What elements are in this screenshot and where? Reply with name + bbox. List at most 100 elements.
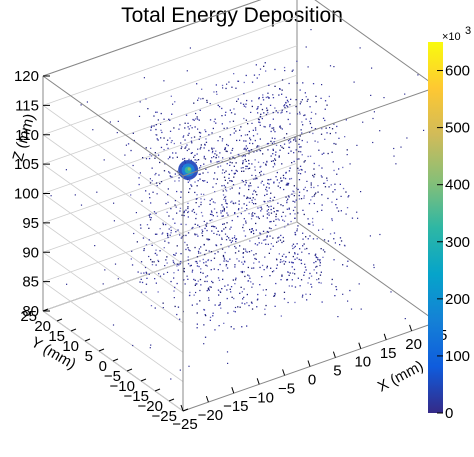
data-point [268, 183, 270, 185]
data-point [266, 193, 268, 195]
data-point [274, 137, 276, 140]
data-point [232, 184, 235, 186]
data-point [265, 243, 267, 245]
data-point [243, 105, 245, 107]
data-point [264, 239, 266, 241]
data-point [240, 126, 242, 128]
data-point [301, 132, 303, 134]
data-point [248, 130, 250, 133]
data-point [251, 122, 253, 124]
data-point [250, 231, 252, 233]
data-point [216, 154, 218, 156]
data-point [153, 211, 156, 213]
data-point [224, 148, 226, 150]
data-point [258, 74, 260, 76]
data-point [240, 135, 242, 137]
data-point [113, 220, 115, 222]
data-point [117, 120, 119, 122]
data-point [199, 132, 202, 134]
data-point [274, 68, 276, 71]
data-point [241, 170, 243, 172]
data-point [261, 264, 264, 267]
data-point [209, 119, 212, 121]
data-point [243, 148, 245, 150]
data-point [245, 179, 247, 182]
data-point [245, 149, 247, 151]
data-point [286, 279, 288, 281]
data-point [290, 98, 292, 100]
data-point [383, 97, 385, 99]
data-point [324, 186, 327, 188]
z-tick-label: 115 [15, 97, 39, 114]
data-point [314, 128, 317, 130]
data-point [212, 225, 214, 227]
data-point [251, 81, 254, 83]
data-point [141, 281, 144, 284]
data-point [251, 163, 253, 165]
data-point [303, 243, 305, 245]
data-point [248, 304, 250, 307]
data-point [256, 145, 259, 147]
data-point [219, 263, 221, 266]
data-point [336, 173, 338, 175]
data-point [246, 293, 248, 296]
data-point [248, 150, 250, 152]
data-point [211, 198, 213, 200]
data-point [202, 230, 204, 232]
data-point [215, 156, 217, 159]
data-point [205, 261, 207, 263]
data-point [204, 227, 206, 230]
data-point [313, 202, 315, 205]
data-point [255, 222, 257, 225]
data-point [274, 305, 276, 307]
data-point [176, 263, 179, 265]
data-point [223, 322, 225, 324]
data-point [193, 211, 196, 214]
data-point [243, 288, 245, 290]
data-point [185, 223, 187, 226]
data-point [195, 217, 197, 220]
data-point [232, 157, 235, 159]
data-point [199, 109, 201, 111]
z-gridline [42, 251, 184, 353]
data-point [305, 236, 307, 238]
data-point [315, 113, 317, 115]
data-point [320, 271, 322, 273]
data-point [310, 117, 312, 120]
data-point [205, 249, 207, 251]
data-point [324, 108, 326, 110]
data-point [362, 121, 364, 123]
data-point [275, 218, 277, 221]
data-point [250, 111, 252, 113]
data-point [342, 187, 345, 190]
data-point [346, 265, 348, 267]
y-tick [70, 328, 77, 332]
data-point [303, 161, 305, 163]
data-point [243, 218, 245, 220]
data-point [242, 162, 244, 164]
data-point [151, 264, 154, 266]
data-point [181, 235, 183, 237]
data-point [252, 283, 254, 285]
data-point [340, 195, 342, 197]
data-point [231, 200, 233, 202]
data-point [198, 248, 200, 250]
x-tick-label: 0 [308, 372, 316, 389]
data-point [260, 165, 262, 168]
data-point [244, 275, 246, 278]
data-point [180, 147, 182, 150]
data-point [203, 180, 205, 182]
data-point [231, 86, 233, 88]
data-point [316, 238, 318, 240]
data-point [190, 159, 192, 161]
data-point [222, 270, 224, 272]
data-point [251, 201, 253, 204]
data-point [243, 230, 245, 232]
data-point [214, 118, 216, 120]
z-gridline [42, 104, 298, 194]
data-point [260, 103, 262, 106]
data-point [188, 294, 191, 297]
data-point [170, 378, 172, 380]
data-point [287, 152, 290, 154]
data-point [301, 121, 303, 123]
